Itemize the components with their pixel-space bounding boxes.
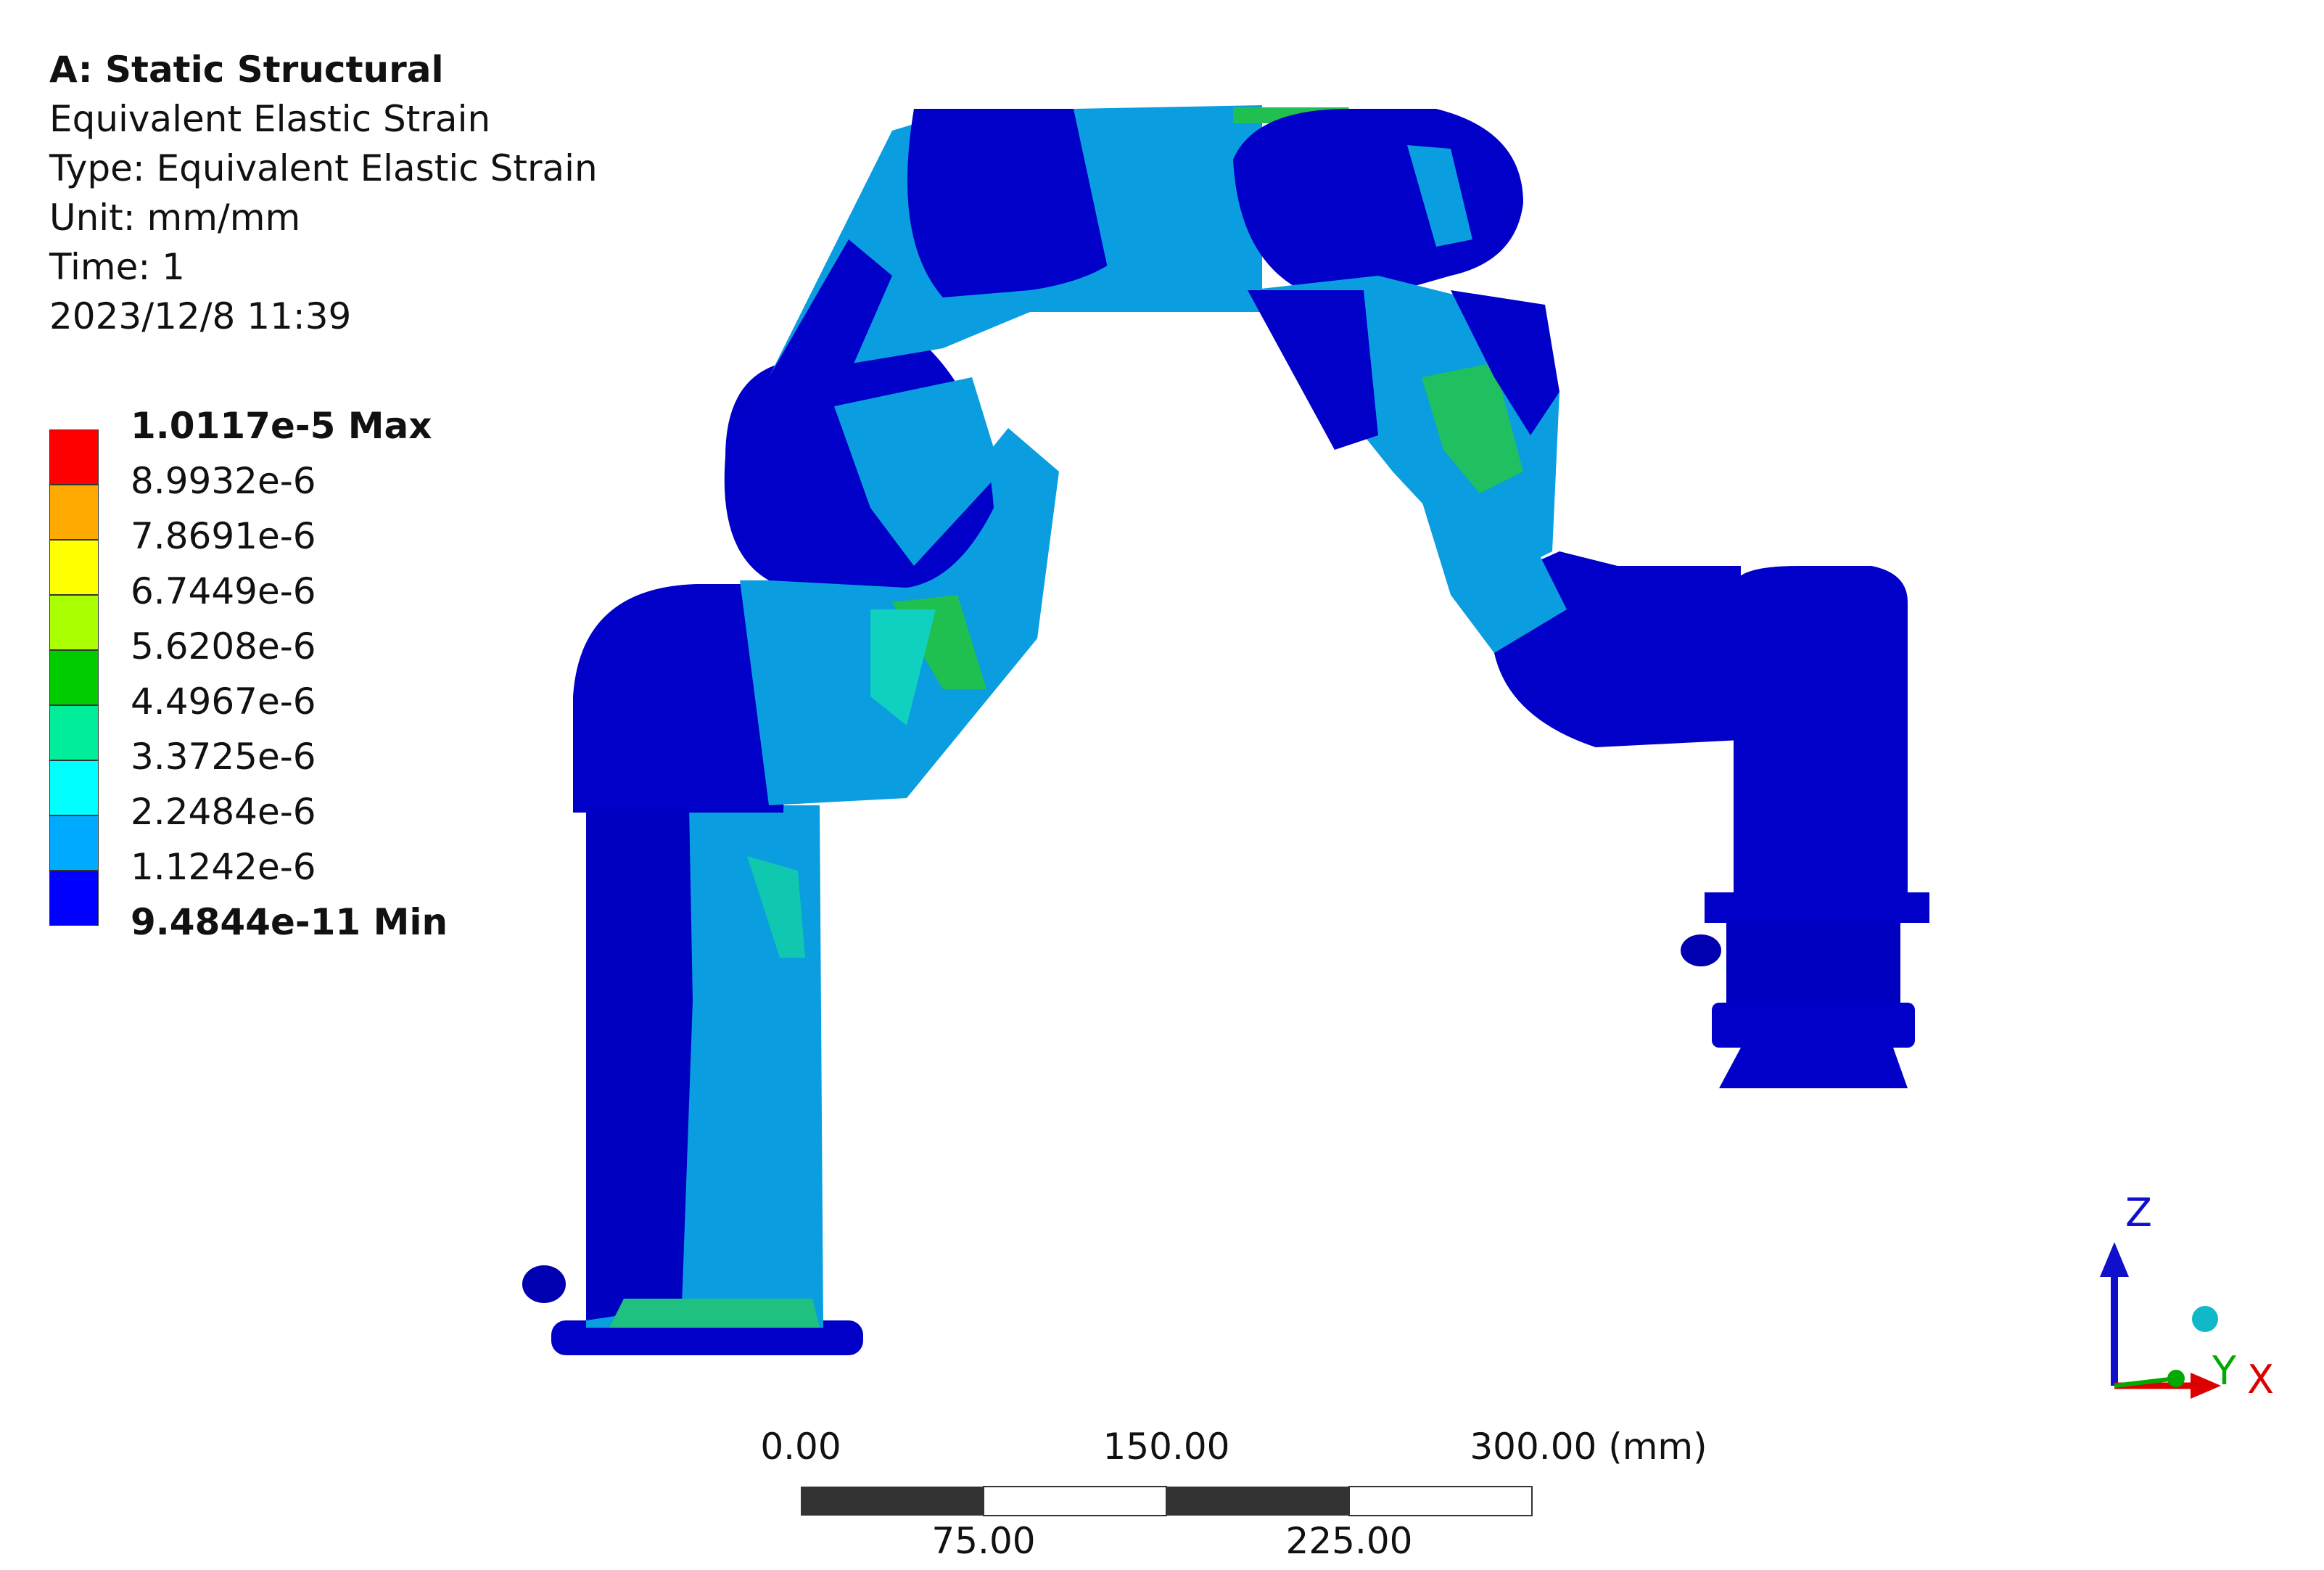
scale-label-75: 75.00: [931, 1520, 1036, 1562]
scale-label-150: 150.00: [1103, 1426, 1230, 1468]
triad-center-marker: [2192, 1306, 2218, 1332]
end-effector-housing: [1734, 566, 1908, 892]
analysis-title: A: Static Structural: [49, 49, 444, 91]
legend-label: 9.4844e-11 Min: [131, 901, 448, 943]
legend-swatch: [49, 595, 99, 650]
legend-level: 7.8691e-6: [49, 515, 485, 595]
legend-label: 7.8691e-6: [131, 515, 316, 557]
legend-level: 1.0117e-5 Max: [49, 405, 485, 485]
result-time: Time: 1: [49, 246, 185, 288]
robot-arm-model: [522, 105, 1929, 1355]
result-type: Type: Equivalent Elastic Strain: [49, 147, 598, 189]
legend-level: 1.1242e-6: [49, 846, 485, 926]
legend-swatch: [49, 540, 99, 595]
result-info: A: Static Structural Equivalent Elastic …: [49, 45, 598, 341]
legend-label: 2.2484e-6: [131, 791, 316, 833]
scale-label-300: 300.00 (mm): [1470, 1426, 1707, 1468]
end-effector-tip: [1719, 1048, 1908, 1088]
triad-z-label: Z: [2125, 1190, 2152, 1236]
legend-label: 3.3725e-6: [131, 736, 316, 778]
result-timestamp: 2023/12/8 11:39: [49, 295, 352, 337]
result-name: Equivalent Elastic Strain: [49, 98, 491, 140]
legend-level: 8.9932e-6: [49, 460, 485, 540]
top-link: [1074, 105, 1262, 312]
triad-y-label: Y: [2212, 1348, 2236, 1394]
base-flange: [551, 1320, 863, 1355]
legend-level: 6.7449e-6: [49, 570, 485, 650]
triad-x-label: X: [2247, 1357, 2274, 1402]
scale-bar: [801, 1486, 1533, 1516]
legend-label: 5.6208e-6: [131, 625, 316, 667]
base-connector: [522, 1265, 566, 1303]
legend-level: 5.6208e-6: [49, 625, 485, 705]
top-joint-right: [1233, 109, 1523, 305]
legend-label: 6.7449e-6: [131, 570, 316, 612]
shoulder-joint: [573, 584, 788, 813]
legend-level: 9.4844e-11 Min: [49, 901, 485, 981]
legend-swatch: [49, 871, 99, 926]
legend-swatch: [49, 430, 99, 485]
legend-level: 4.4967e-6: [49, 681, 485, 760]
end-effector-flange: [1705, 892, 1929, 923]
result-unit: Unit: mm/mm: [49, 197, 301, 239]
legend-label: 1.0117e-5 Max: [131, 405, 432, 447]
legend-swatch: [49, 815, 99, 871]
legend-swatch: [49, 705, 99, 760]
legend-level: 3.3725e-6: [49, 736, 485, 815]
legend-swatch: [49, 650, 99, 705]
legend-label: 1.1242e-6: [131, 846, 316, 888]
legend-level: 2.2484e-6: [49, 791, 485, 871]
legend-label: 8.9932e-6: [131, 460, 316, 502]
scale-label-0: 0.00: [760, 1426, 841, 1468]
legend-swatch: [49, 485, 99, 540]
legend-swatch: [49, 760, 99, 815]
scale-label-225: 225.00: [1285, 1520, 1413, 1562]
legend-label: 4.4967e-6: [131, 681, 316, 723]
coordinate-triad: [2100, 1242, 2221, 1399]
